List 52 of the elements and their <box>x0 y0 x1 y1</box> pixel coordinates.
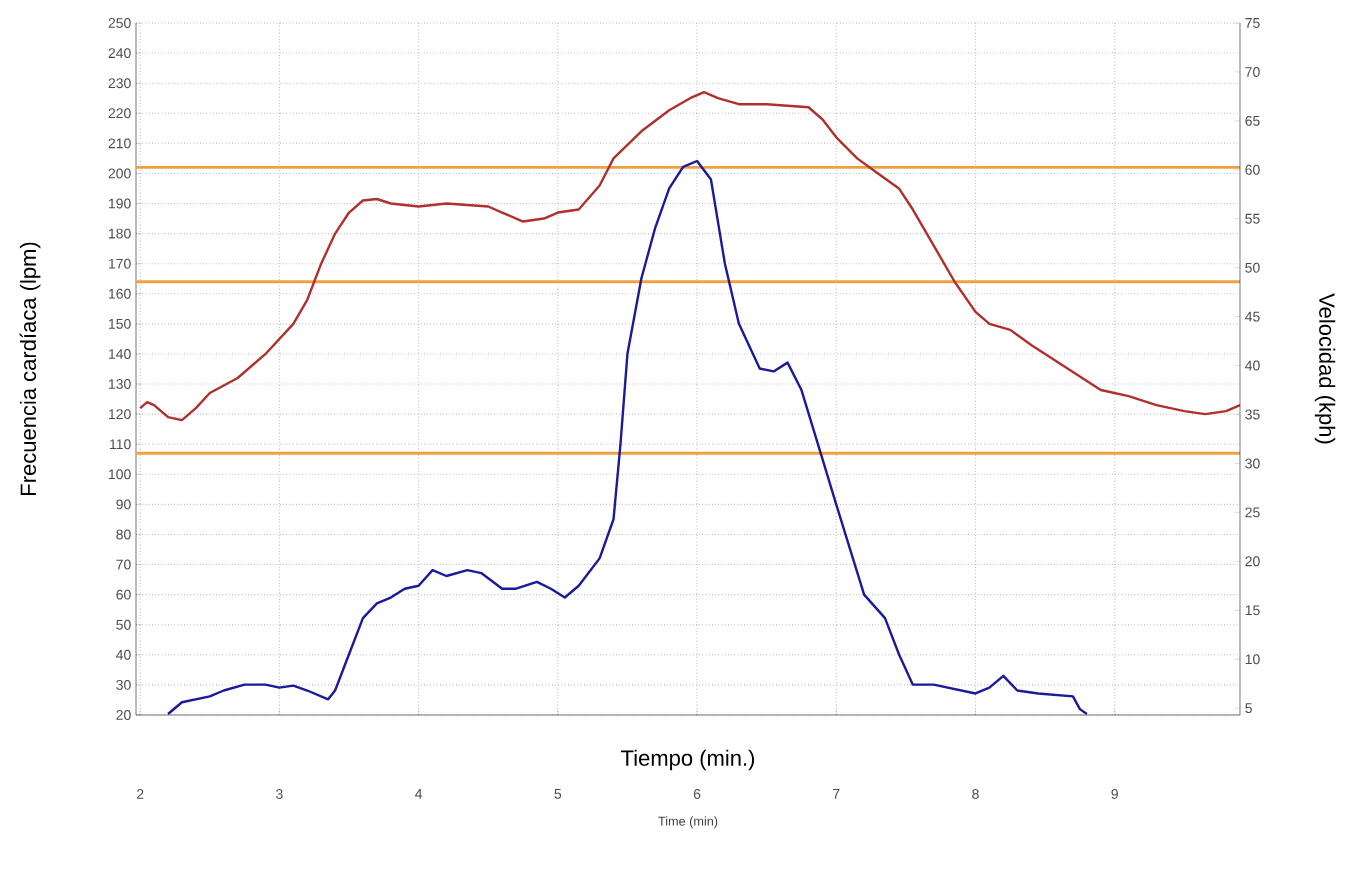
x-tick-label: 7 <box>833 789 840 799</box>
y2-tick-label: 25 <box>1245 507 1260 518</box>
y2-tick-label: 15 <box>1245 605 1260 616</box>
y2-tick-label: 45 <box>1245 311 1260 322</box>
line-series <box>138 90 1240 422</box>
y2-tick-label: 40 <box>1245 360 1260 371</box>
x-tick-label: 4 <box>415 789 423 799</box>
text: Time (min) <box>658 816 718 829</box>
y-tick-label: 240 <box>108 48 131 59</box>
y-tick-label: 50 <box>116 619 131 630</box>
y-tick-label: 140 <box>109 349 131 359</box>
y2-tick-label: 65 <box>1245 115 1260 126</box>
y-tick-label: 210 <box>108 138 131 149</box>
y-tick-label: 190 <box>109 198 131 209</box>
y-tick-label: 70 <box>116 559 131 570</box>
x-tick-label: 5 <box>554 789 562 799</box>
x-tick-label: 6 <box>693 789 701 799</box>
x-tick-label: 3 <box>276 789 283 799</box>
y2-tick-label: 70 <box>1245 66 1260 77</box>
y-tick-label: 90 <box>116 499 131 510</box>
x-tick-label: 9 <box>1111 789 1118 799</box>
y2-tick-label: 60 <box>1245 164 1260 175</box>
y-tick-label: 100 <box>109 469 131 480</box>
y-tick-label: 150 <box>109 318 131 329</box>
y-tick-label: 60 <box>116 589 131 600</box>
x-tick-label: 8 <box>972 789 979 799</box>
y-tick-label: 160 <box>109 288 131 299</box>
y2-axis-title: Velocidad (kph) <box>1314 293 1336 444</box>
x-tick-label: 2 <box>137 789 144 799</box>
y-tick-label: 80 <box>116 529 131 540</box>
y-tick-label: 170 <box>109 258 131 269</box>
y-tick-label: 180 <box>109 228 131 239</box>
y2-tick-label: 75 <box>1245 18 1260 28</box>
y2-tick-label: 50 <box>1245 262 1260 273</box>
y-tick-label: 200 <box>108 168 131 179</box>
y2-tick-label: 20 <box>1245 556 1260 567</box>
y2-tick-label: 5 <box>1245 703 1252 714</box>
y2-tick-label: 55 <box>1245 213 1260 224</box>
y-tick-label: 30 <box>116 679 131 690</box>
y-tick-label: 120 <box>109 409 131 420</box>
y-tick-label: 40 <box>116 649 131 660</box>
y-tick-label: 20 <box>116 710 131 720</box>
x-axis-title: Tiempo (min.) <box>621 749 755 771</box>
y2-tick-label: 35 <box>1245 409 1260 420</box>
y-tick-label: 250 <box>108 18 131 28</box>
y-tick-label: 130 <box>109 379 131 389</box>
y-axis-title: Frecuencia cardíaca (lpm) <box>19 242 41 495</box>
y2-tick-label: 10 <box>1245 654 1260 665</box>
y-tick-label: 110 <box>110 439 131 450</box>
y-tick-label: 220 <box>108 108 131 119</box>
y2-tick-label: 30 <box>1245 458 1260 469</box>
y-tick-label: 230 <box>108 78 131 89</box>
